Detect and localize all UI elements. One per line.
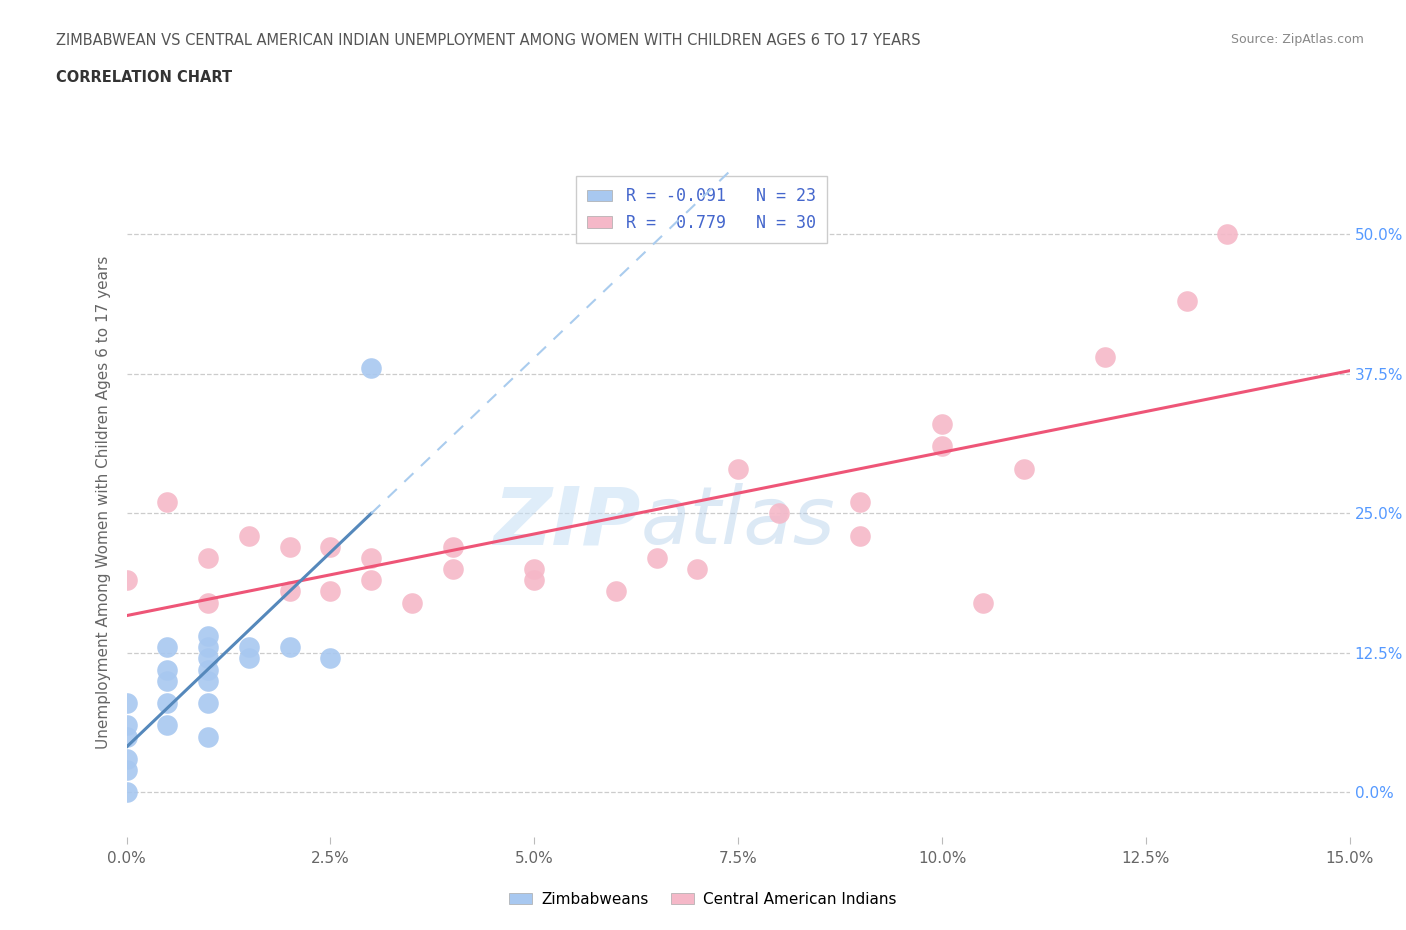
Point <box>849 495 872 510</box>
Point <box>197 729 219 744</box>
Point <box>197 551 219 565</box>
Point <box>523 562 546 577</box>
Point <box>1175 294 1198 309</box>
Point <box>197 673 219 688</box>
Y-axis label: Unemployment Among Women with Children Ages 6 to 17 years: Unemployment Among Women with Children A… <box>96 256 111 749</box>
Point <box>197 629 219 644</box>
Point <box>1216 227 1239 242</box>
Point <box>768 506 790 521</box>
Point <box>645 551 668 565</box>
Text: Source: ZipAtlas.com: Source: ZipAtlas.com <box>1230 33 1364 46</box>
Point <box>523 573 546 588</box>
Point <box>319 651 342 666</box>
Point <box>197 595 219 610</box>
Point <box>238 528 260 543</box>
Point <box>360 361 382 376</box>
Text: CORRELATION CHART: CORRELATION CHART <box>56 70 232 85</box>
Point <box>238 640 260 655</box>
Point <box>156 718 179 733</box>
Point <box>278 539 301 554</box>
Text: ZIP: ZIP <box>494 484 640 562</box>
Point <box>115 718 138 733</box>
Point <box>360 551 382 565</box>
Point <box>931 439 953 454</box>
Point <box>197 640 219 655</box>
Point <box>197 662 219 677</box>
Point <box>360 573 382 588</box>
Point <box>115 763 138 777</box>
Point <box>605 584 627 599</box>
Legend: R = -0.091   N = 23, R =  0.779   N = 30: R = -0.091 N = 23, R = 0.779 N = 30 <box>575 176 827 244</box>
Point <box>156 640 179 655</box>
Point <box>727 461 749 476</box>
Point <box>115 696 138 711</box>
Point <box>197 651 219 666</box>
Legend: Zimbabweans, Central American Indians: Zimbabweans, Central American Indians <box>503 886 903 913</box>
Point <box>441 539 464 554</box>
Text: ZIMBABWEAN VS CENTRAL AMERICAN INDIAN UNEMPLOYMENT AMONG WOMEN WITH CHILDREN AGE: ZIMBABWEAN VS CENTRAL AMERICAN INDIAN UN… <box>56 33 921 47</box>
Point <box>197 696 219 711</box>
Point <box>238 651 260 666</box>
Point <box>401 595 423 610</box>
Point <box>278 640 301 655</box>
Point <box>849 528 872 543</box>
Point <box>156 495 179 510</box>
Point <box>115 785 138 800</box>
Point <box>115 751 138 766</box>
Point <box>441 562 464 577</box>
Point <box>319 584 342 599</box>
Point <box>686 562 709 577</box>
Point <box>115 573 138 588</box>
Point <box>156 673 179 688</box>
Point <box>1012 461 1035 476</box>
Point <box>1094 350 1116 365</box>
Point <box>115 729 138 744</box>
Point <box>319 539 342 554</box>
Point <box>156 696 179 711</box>
Point <box>972 595 994 610</box>
Text: atlas: atlas <box>640 484 835 562</box>
Point <box>278 584 301 599</box>
Point <box>156 662 179 677</box>
Point <box>931 417 953 432</box>
